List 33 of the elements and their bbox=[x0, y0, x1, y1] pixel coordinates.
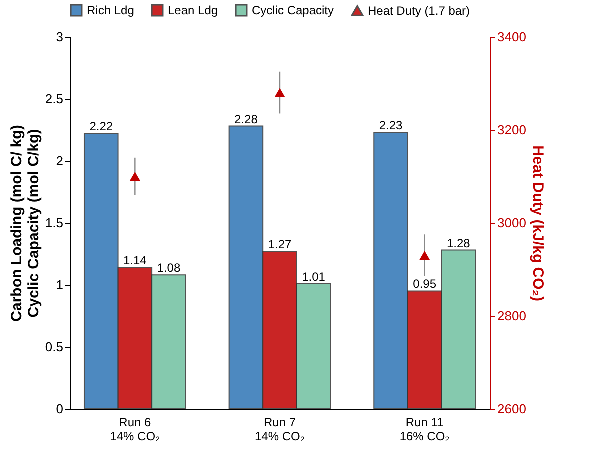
point bbox=[130, 172, 140, 182]
data-label: 2.23 bbox=[379, 118, 404, 132]
legend-label: Lean Ldg bbox=[168, 4, 218, 18]
y2-tick-label: 3000 bbox=[498, 216, 526, 230]
y2-tick-label: 2600 bbox=[498, 402, 526, 416]
y-axis-title: Carbon Loading (mol C/ kg) Cyclic Capacity (mol C/kg) bbox=[8, 125, 42, 322]
y2-tick-label: 2800 bbox=[498, 308, 526, 324]
y-tick-label: 0 bbox=[56, 402, 64, 416]
data-label: 1.08 bbox=[157, 261, 181, 276]
y-tick-label: 2 bbox=[56, 154, 64, 168]
data-label: 2.22 bbox=[90, 120, 114, 134]
y2-tick-label: 3400 bbox=[498, 30, 526, 44]
y-tick-label: 1.5 bbox=[45, 216, 64, 230]
y2-tick-label: 3200 bbox=[498, 122, 526, 138]
data-label: 1.27 bbox=[268, 238, 292, 252]
legend-label: Heat Duty (1.7 bar) bbox=[368, 4, 470, 18]
data-label: 1.01 bbox=[302, 270, 326, 284]
data-label: 2.28 bbox=[234, 112, 258, 126]
y2-axis-title: Heat Duty (kJ/kg CO₂) bbox=[529, 146, 546, 302]
legend-label: Cyclic Capacity bbox=[252, 4, 334, 18]
point bbox=[274, 88, 286, 98]
x-tick-label: Run 7 14% CO₂ bbox=[254, 416, 306, 444]
y-tick-label: 3 bbox=[56, 30, 64, 44]
x-tick-label: Run 11 16% CO₂ bbox=[400, 416, 450, 444]
point bbox=[420, 251, 430, 260]
data-label: 1.14 bbox=[123, 254, 148, 268]
y-tick-label: 1 bbox=[56, 278, 64, 292]
data-label: 0.95 bbox=[413, 277, 437, 292]
x-tick-label: Run 6 14% CO₂ bbox=[110, 416, 161, 444]
y-tick-label: 0.5 bbox=[45, 340, 64, 354]
y-tick-label: 2.5 bbox=[45, 92, 64, 106]
data-label: 1.28 bbox=[446, 236, 471, 250]
legend-label: Rich Ldg bbox=[87, 4, 134, 18]
